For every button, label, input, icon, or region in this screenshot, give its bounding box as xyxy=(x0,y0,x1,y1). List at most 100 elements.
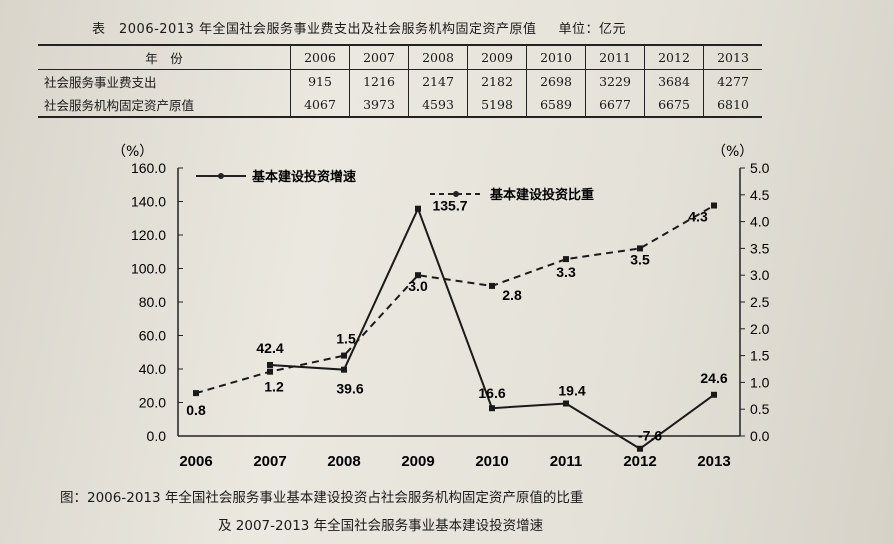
growth-data-label: 39.6 xyxy=(336,381,363,397)
share-data-label: 1.5 xyxy=(336,331,356,347)
table-unit: 单位：亿元 xyxy=(558,22,627,37)
left-tick-label: 140.0 xyxy=(131,194,166,210)
share-point xyxy=(563,256,569,263)
table-header-row: 年 份 2006 2007 2008 2009 2010 2011 2012 2013 xyxy=(38,44,762,70)
table-cell: 5198 xyxy=(467,93,527,118)
growth-point xyxy=(341,366,347,373)
table-year-header: 2006 xyxy=(290,44,350,70)
growth-point xyxy=(415,205,421,212)
table-cell: 3973 xyxy=(349,93,409,118)
table-cell: 6589 xyxy=(526,93,586,118)
table-year-header: 2009 xyxy=(467,44,527,70)
x-tick-label: 2011 xyxy=(550,453,583,470)
table-year-header: 2013 xyxy=(703,44,762,70)
table-cell: 6677 xyxy=(585,93,645,118)
left-tick-label: 0.0 xyxy=(147,428,167,444)
legend-dashed-marker xyxy=(453,191,459,197)
table-row: 社会服务机构固定资产原值 4067 3973 4593 5198 6589 6677 667… xyxy=(38,93,762,118)
right-axis-label: （%） xyxy=(712,144,753,160)
right-tick-label: 0.0 xyxy=(750,428,770,444)
right-tick-label: 3.0 xyxy=(750,267,770,283)
table-year-header: 2010 xyxy=(526,44,586,70)
table-title-text: 表 2006-2013 年全国社会服务事业费支出及社会服务机构固定资产原值 xyxy=(92,22,537,37)
table-cell: 6810 xyxy=(703,93,762,118)
table-row-label: 社会服务事业费支出 xyxy=(44,75,157,90)
table-cell: 3229 xyxy=(585,69,645,93)
right-tick-label: 4.5 xyxy=(750,187,770,203)
table-cell: 3684 xyxy=(644,69,704,93)
table-year-header: 2008 xyxy=(408,44,468,70)
share-point xyxy=(711,202,717,209)
share-point xyxy=(341,352,347,359)
growth-point xyxy=(267,361,273,368)
left-tick-label: 40.0 xyxy=(139,361,166,377)
share-point xyxy=(193,390,199,397)
table-row: 社会服务事业费支出 915 1216 2147 2182 2698 3229 3684 427… xyxy=(38,69,762,93)
table-year-header: 2011 xyxy=(585,44,645,70)
table-row-label: 社会服务机构固定资产原值 xyxy=(38,93,291,118)
share-data-label: 3.0 xyxy=(408,278,428,294)
x-tick-label: 2013 xyxy=(697,453,730,470)
table-cell: 4593 xyxy=(408,93,468,118)
table-year-header: 2012 xyxy=(644,44,704,70)
left-tick-label: 80.0 xyxy=(139,294,166,310)
growth-data-label: 135.7 xyxy=(432,198,467,214)
left-tick-label: 120.0 xyxy=(131,227,166,243)
share-data-label: 0.8 xyxy=(186,402,206,418)
table-year-header: 2007 xyxy=(349,44,409,70)
figure-caption-line2: 及 2007-2013 年全国社会服务事业基本建设投资增速 xyxy=(218,518,544,534)
table-cell: 4067 xyxy=(290,93,350,118)
x-tick-label: 2009 xyxy=(401,453,434,470)
growth-data-label: -7.6 xyxy=(638,428,662,444)
share-data-label: 3.3 xyxy=(556,264,576,280)
x-tick-label: 2007 xyxy=(253,453,286,470)
growth-point xyxy=(637,445,643,452)
growth-point xyxy=(489,405,495,412)
share-data-label: 4.3 xyxy=(688,209,708,225)
right-tick-label: 2.5 xyxy=(750,294,770,310)
right-tick-label: 2.0 xyxy=(750,321,770,337)
table-cell: 2698 xyxy=(526,69,586,93)
table-cell: 6675 xyxy=(644,93,704,118)
legend-label-growth: 基本建设投资增速 xyxy=(251,169,356,185)
right-tick-label: 0.5 xyxy=(750,401,770,417)
x-tick-label: 2008 xyxy=(327,453,360,470)
left-tick-label: 20.0 xyxy=(139,395,166,411)
right-tick-label: 5.0 xyxy=(750,160,770,176)
share-data-label: 1.2 xyxy=(264,379,284,395)
x-tick-label: 2010 xyxy=(475,453,508,470)
growth-point xyxy=(711,391,717,398)
table-cell: 4277 xyxy=(703,69,762,93)
share-point xyxy=(267,368,273,375)
share-point xyxy=(415,272,421,279)
share-point xyxy=(637,245,643,252)
left-tick-label: 60.0 xyxy=(139,328,166,344)
left-tick-label: 160.0 xyxy=(131,160,166,176)
x-tick-label: 2006 xyxy=(179,453,212,470)
right-tick-label: 4.0 xyxy=(750,214,770,230)
table-header-label: 年 份 xyxy=(38,44,291,70)
growth-data-label: 24.6 xyxy=(700,370,727,386)
growth-data-label: 42.4 xyxy=(256,340,283,356)
table-cell: 1216 xyxy=(349,69,409,93)
series-share-line xyxy=(195,204,715,395)
growth-data-label: 19.4 xyxy=(558,383,585,399)
left-axis-label: （%） xyxy=(112,144,153,160)
table-cell: 2182 xyxy=(467,69,527,93)
share-point xyxy=(489,282,495,289)
table-cell: 915 xyxy=(290,69,350,93)
left-tick-label: 100.0 xyxy=(131,261,166,277)
growth-data-label: 16.6 xyxy=(478,385,505,401)
right-tick-label: 3.5 xyxy=(750,240,770,256)
right-tick-label: 1.5 xyxy=(750,348,770,364)
x-tick-label: 2012 xyxy=(623,453,656,470)
table-title: 表 2006-2013 年全国社会服务事业费支出及社会服务机构固定资产原值 单位：… xyxy=(92,18,626,37)
legend-solid-marker xyxy=(218,173,224,179)
data-table: 年 份 2006 2007 2008 2009 2010 2011 2012 2013 社会服… xyxy=(38,44,762,118)
right-tick-label: 1.0 xyxy=(750,374,770,390)
share-data-label: 3.5 xyxy=(630,251,650,267)
table-cell: 2147 xyxy=(408,69,468,93)
legend-label-share: 基本建设投资比重 xyxy=(489,187,594,203)
